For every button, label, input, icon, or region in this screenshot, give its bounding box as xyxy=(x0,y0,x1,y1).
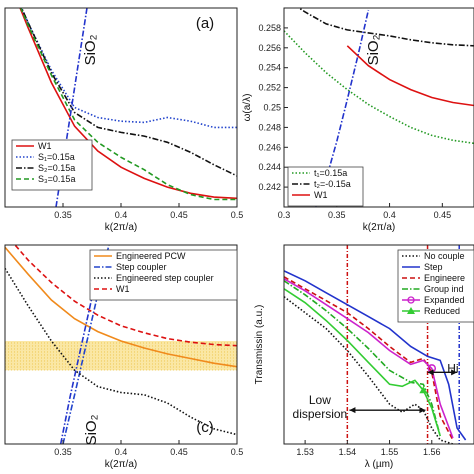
y-tick-label: 0.242 xyxy=(258,182,281,192)
arrow-head xyxy=(349,407,356,414)
y-tick-label: 0.254 xyxy=(258,63,281,73)
x-tick-label: 0.45 xyxy=(170,210,188,220)
series-line-3 xyxy=(19,8,237,201)
annotation-text: Low xyxy=(309,393,331,407)
series-line-1 xyxy=(297,8,474,47)
plot-area-c xyxy=(5,245,237,444)
series-line-0 xyxy=(19,8,237,200)
series-line-5 xyxy=(284,288,441,437)
chart-panel-a: 0.35 0.4 0.45 0.5 k(2π/a) (a) SiO₂ W1S₁=0.15aS₂… xyxy=(4,7,244,233)
legend-entry: S₃=0.15a xyxy=(38,174,75,184)
plot-area-a xyxy=(19,8,237,207)
annotation-text: dispersion xyxy=(293,407,348,421)
legend-entry: Group ind xyxy=(424,284,464,294)
legend-marker xyxy=(407,296,415,304)
series-line-2 xyxy=(346,45,474,107)
y-tick-label: 0.246 xyxy=(258,142,281,152)
legend-entry: Step coupler xyxy=(116,262,167,272)
x-tick-label: 1.53 xyxy=(296,447,314,457)
series-line-0 xyxy=(5,246,237,368)
axes-frame xyxy=(283,244,474,445)
x-tick-label: 0.45 xyxy=(170,447,188,457)
legend-marker xyxy=(407,307,415,314)
arrow-head xyxy=(419,407,426,414)
plot-area-d xyxy=(284,270,467,444)
legend-entry: S₁=0.15a xyxy=(38,152,75,162)
x-tick-label: 0.35 xyxy=(328,210,346,220)
sio2-light-line xyxy=(59,291,94,444)
x-tick-label: 0.35 xyxy=(54,210,72,220)
panel-tag: (a) xyxy=(196,15,214,32)
legend-entry: Engineered PCW xyxy=(116,251,186,261)
x-tick-label: 0.4 xyxy=(115,210,128,220)
legend-entry: No couple xyxy=(424,251,465,261)
sio2-label: SiO₂ xyxy=(83,414,100,445)
y-tick-label: 0.252 xyxy=(258,83,281,93)
sio2-label: SiO₂ xyxy=(365,34,382,65)
legend-box xyxy=(11,139,93,191)
legend-entry: Step xyxy=(424,262,443,272)
x-tick-label: 0.5 xyxy=(231,447,244,457)
series-line-1 xyxy=(284,270,467,441)
legend-entry: Reduced xyxy=(424,306,460,316)
legend-entry: t₂=-0.15a xyxy=(314,179,351,189)
x-axis-label: k(2π/a) xyxy=(363,222,395,233)
x-tick-label: 0.4 xyxy=(115,447,128,457)
legend-entry: Expanded xyxy=(424,295,465,305)
x-tick-label: 1.56 xyxy=(423,447,441,457)
series-line-0 xyxy=(284,296,454,444)
panel-tag: (c) xyxy=(196,419,214,436)
x-tick-label: 0.4 xyxy=(383,210,396,220)
legend-entry: Engineered step coupler xyxy=(116,273,214,283)
y-axis-label: Transmissin (a.u.) xyxy=(254,305,265,385)
legend-entry: W1 xyxy=(38,141,52,151)
y-tick-label: 0.256 xyxy=(258,43,281,53)
x-tick-label: 1.55 xyxy=(381,447,399,457)
x-tick-label: 1.54 xyxy=(339,447,357,457)
series-marker xyxy=(419,386,428,394)
x-axis-label: k(2π/a) xyxy=(105,459,137,470)
series-line-2 xyxy=(284,276,454,441)
legend-entry: t₁=0.15a xyxy=(314,168,347,178)
series-line-3 xyxy=(14,245,237,347)
chart-panel-c: 0.35 0.4 0.45 0.5 k(2π/a) (c) SiO₂ Engineered P… xyxy=(4,244,244,470)
y-tick-label: 0.248 xyxy=(258,122,281,132)
annotation-text: Hi xyxy=(447,361,458,375)
sio2-label: SiO₂ xyxy=(82,34,99,65)
highlight-band xyxy=(5,340,237,371)
y-tick-label: 0.244 xyxy=(258,162,281,172)
x-tick-label: 0.5 xyxy=(231,210,244,220)
x-tick-label: 0.35 xyxy=(54,447,72,457)
y-tick-label: 0.25 xyxy=(263,103,281,113)
series-line-4 xyxy=(284,278,454,439)
y-axis-label: ω(a/λ) xyxy=(242,94,253,122)
legend-entry: W1 xyxy=(314,190,328,200)
series-line-2 xyxy=(5,267,237,436)
y-tick-label: 0.258 xyxy=(258,23,281,33)
series-line-0 xyxy=(284,30,474,145)
arrow-head xyxy=(451,369,458,376)
chart-panel-b: 0.3 0.35 0.4 0.45 0.242 0.244 0.246 0.248 0.25 0.… xyxy=(242,7,474,233)
x-axis-label: k(2π/a) xyxy=(105,222,137,233)
arrow-head xyxy=(427,369,434,376)
legend-entry: W1 xyxy=(116,284,130,294)
legend-box xyxy=(89,249,238,301)
series-line-3 xyxy=(284,280,441,437)
series-line-2 xyxy=(20,8,237,177)
x-tick-label: 0.45 xyxy=(434,210,452,220)
chart-panel-d: 1.53 1.54 1.55 1.56 λ (µm) Transmissin (a.u.)… xyxy=(254,244,474,470)
legend-entry: Engineere xyxy=(424,273,465,283)
x-tick-label: 0.3 xyxy=(278,210,291,220)
x-axis-label: λ (µm) xyxy=(365,459,394,470)
legend-entry: S₂=0.15a xyxy=(38,163,75,173)
